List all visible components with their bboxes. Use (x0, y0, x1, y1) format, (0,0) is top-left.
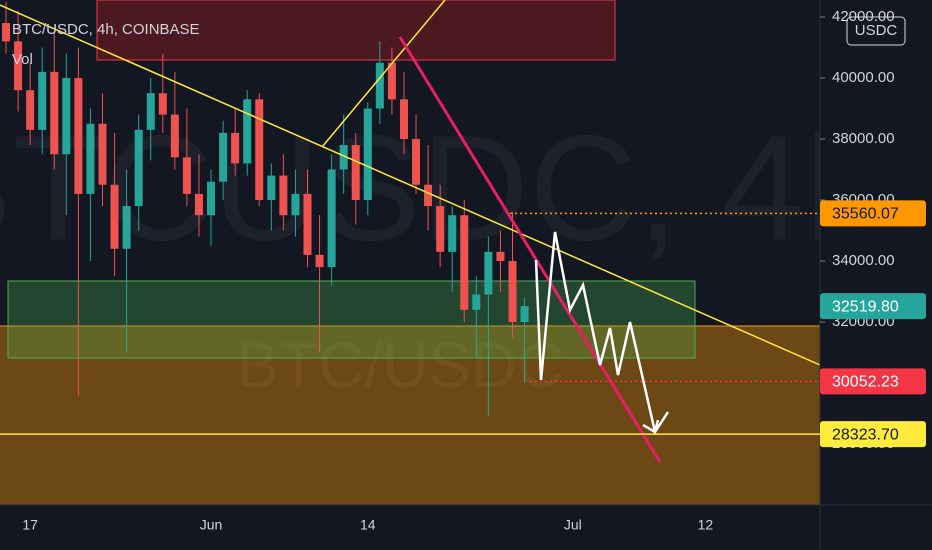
candle-body (207, 181, 216, 216)
candle-body (436, 206, 445, 252)
red-zone (96, 0, 616, 61)
candle-body (303, 193, 312, 255)
candle-body (14, 41, 23, 91)
pink-trendline (398, 36, 662, 463)
price-label-box (820, 421, 926, 448)
candle-body (122, 206, 131, 249)
candle-body (399, 99, 408, 139)
price-label-box (820, 293, 926, 320)
candle-body (484, 251, 493, 295)
candle-body (363, 108, 372, 200)
green-zone (7, 280, 696, 359)
candle-body (351, 145, 360, 200)
price-scale (820, 0, 932, 550)
x-tick-label: 14 (360, 517, 376, 533)
candle-body (62, 77, 71, 155)
price-label: 28323.70 (832, 426, 899, 443)
candle-body (26, 90, 35, 130)
price-label-box (820, 200, 926, 227)
candle-body (279, 175, 288, 216)
candle-body (412, 138, 421, 185)
candle-body (387, 62, 396, 100)
currency-button[interactable] (846, 16, 906, 46)
x-tick-label: 17 (22, 517, 38, 533)
candle-body (146, 93, 155, 130)
forecast-path (534, 231, 670, 436)
candle-body (472, 294, 481, 310)
watermark-small: BTC/USDC (236, 329, 563, 401)
candle-body (194, 193, 203, 216)
x-tick-label: 12 (698, 517, 714, 533)
candle-body (231, 132, 240, 164)
candle-body (219, 132, 228, 182)
currency-button-label[interactable]: USDC (855, 22, 898, 39)
orange-zone (0, 326, 820, 505)
candle-body (74, 77, 83, 194)
candle-body (496, 251, 505, 261)
candle-body (255, 99, 264, 200)
x-tick-label: Jun (200, 517, 223, 533)
candle-body (50, 71, 59, 155)
y-tick-label: 38000.00 (832, 130, 895, 147)
price-labels: 35560.07 32519.80 30052.23 28323.70 (820, 200, 926, 448)
candle-body (315, 254, 324, 268)
forecast-arrowhead (642, 419, 660, 434)
y-tick-label: 40000.00 (832, 69, 895, 86)
price-label: 30052.23 (832, 374, 899, 391)
candle-body (291, 193, 300, 216)
candle-body (158, 93, 167, 115)
trendline (321, 0, 446, 148)
candle-body (98, 123, 107, 185)
candle-body (86, 123, 95, 194)
candle-body (448, 215, 457, 252)
y-tick-label: 42000.00 (832, 8, 895, 25)
candle-body (134, 129, 143, 207)
volume-label: Vol (12, 51, 33, 68)
candle-body (110, 184, 119, 249)
candle-body (38, 71, 47, 130)
trendline (0, 4, 821, 366)
candle-body (267, 175, 276, 200)
candle-body (508, 260, 517, 322)
candles (2, 1, 529, 417)
price-label-box (820, 368, 926, 395)
candle-body (460, 215, 469, 310)
price-label: 32519.80 (832, 298, 899, 315)
price-label: 35560.07 (832, 206, 899, 223)
symbol-title: BTC/USDC, 4h, COINBASE (12, 21, 200, 38)
candle-body (375, 62, 384, 109)
candle-body (243, 99, 252, 164)
candle-body (170, 114, 179, 158)
candle-body (339, 145, 348, 170)
y-tick-label: 34000.00 (832, 252, 895, 269)
candle-body (424, 184, 433, 207)
candle-body (327, 169, 336, 268)
candle-body (2, 23, 11, 42)
candle-body (520, 306, 529, 322)
candle-body (182, 157, 191, 194)
x-tick-label: Jul (564, 517, 582, 533)
